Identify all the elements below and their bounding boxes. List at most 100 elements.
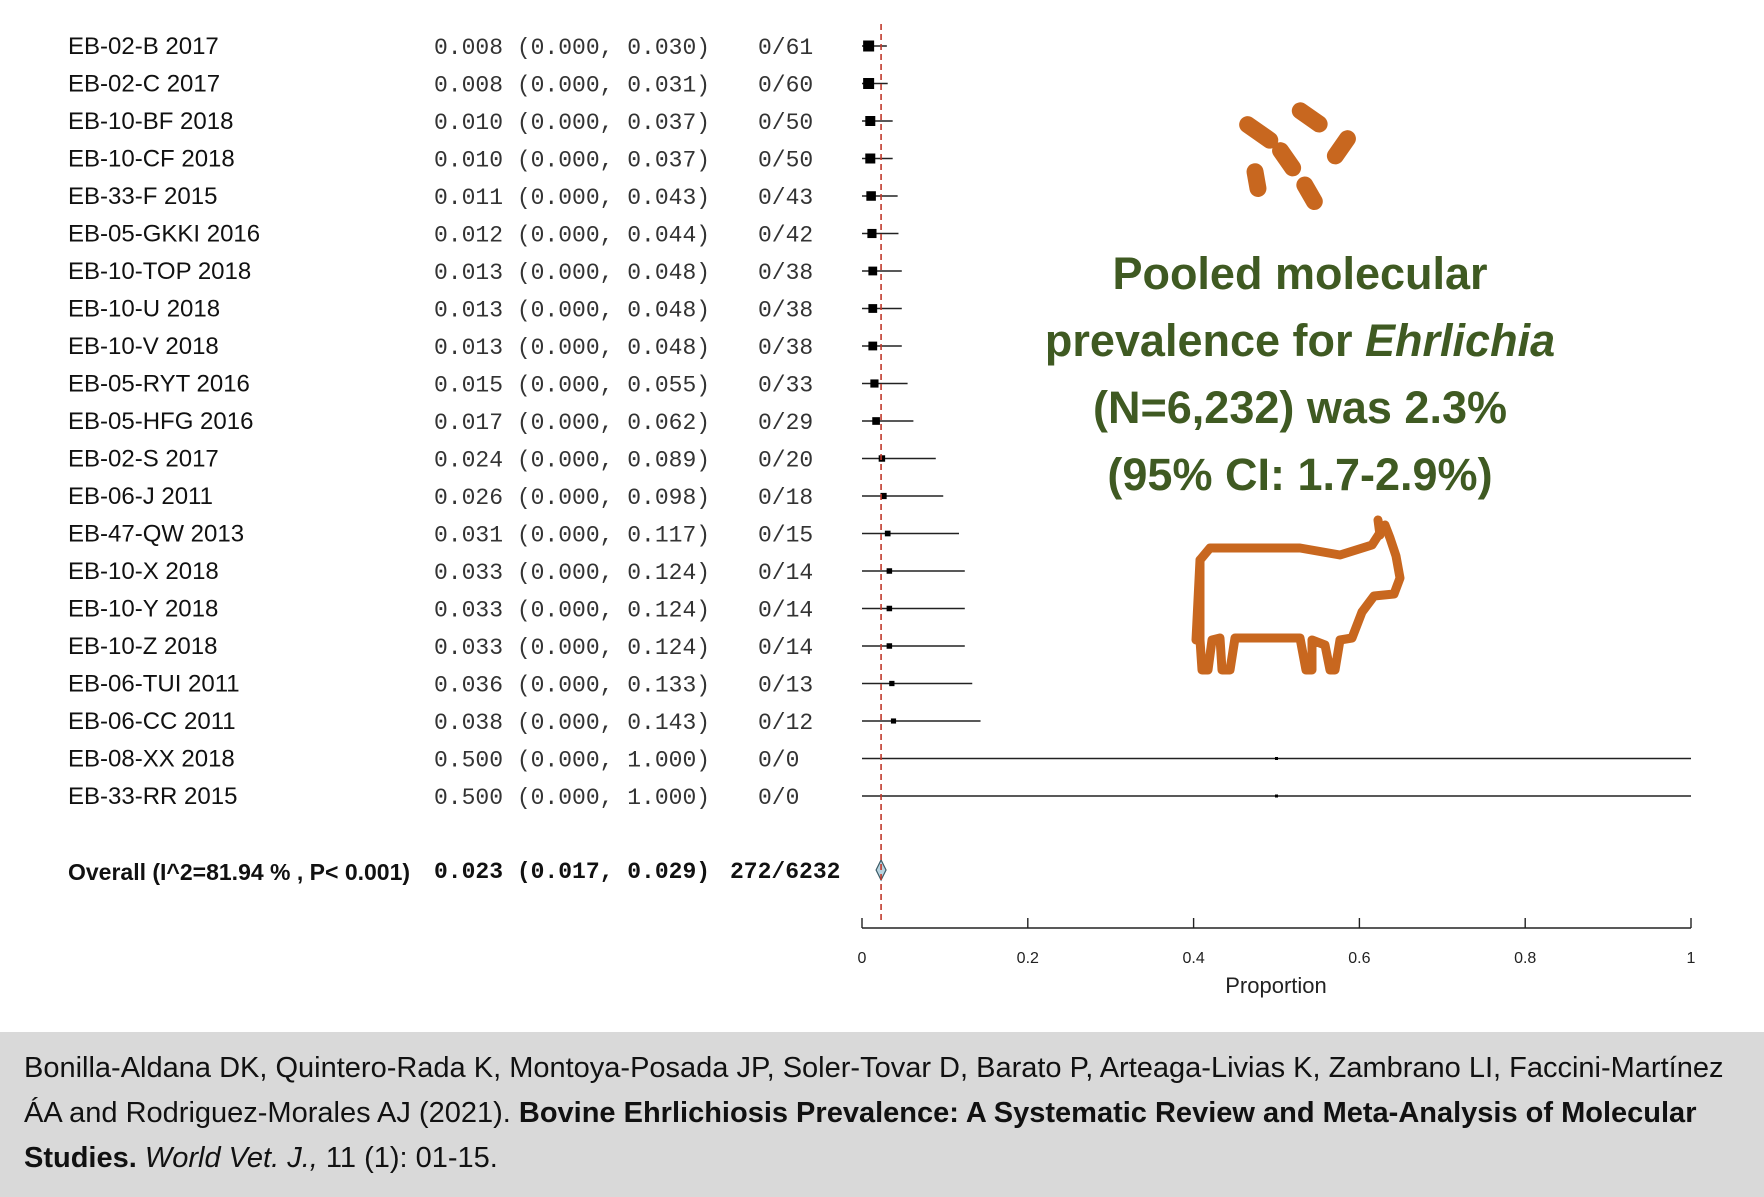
headline-line-4: (95% CI: 1.7-2.9%) bbox=[1107, 449, 1493, 500]
study-estimate: 0.008 (0.000, 0.030) bbox=[434, 35, 710, 61]
study-estimate: 0.026 (0.000, 0.098) bbox=[434, 485, 710, 511]
x-tick-label: 0.4 bbox=[1182, 950, 1204, 967]
headline-genus: Ehrlichia bbox=[1365, 315, 1556, 366]
point-marker bbox=[865, 153, 876, 164]
point-marker bbox=[868, 266, 878, 276]
study-estimate: 0.038 (0.000, 0.143) bbox=[434, 710, 710, 736]
study-label: EB-02-B 2017 bbox=[68, 33, 219, 60]
study-label: EB-10-BF 2018 bbox=[68, 108, 233, 135]
study-label: EB-08-XX 2018 bbox=[68, 746, 235, 773]
study-rows: EB-02-B 2017 0.008 (0.000, 0.030) 0/61 EB-0… bbox=[68, 33, 813, 811]
headline-line-3: (N=6,232) was 2.3% bbox=[1093, 382, 1507, 433]
forest-plot: EB-02-B 2017 0.008 (0.000, 0.030) 0/61 EB-0… bbox=[68, 24, 1696, 998]
overall-estimate: 0.023 (0.017, 0.029) bbox=[434, 859, 710, 885]
study-label: EB-05-GKKI 2016 bbox=[68, 221, 260, 248]
x-tick-label: 0.6 bbox=[1348, 950, 1370, 967]
x-tick-label: 0.2 bbox=[1017, 950, 1039, 967]
study-label: EB-47-QW 2013 bbox=[68, 521, 244, 548]
overall-label: Overall (I^2=81.94 % , P< 0.001) bbox=[68, 859, 410, 885]
study-label: EB-10-Z 2018 bbox=[68, 633, 217, 660]
study-events: 0/20 bbox=[758, 448, 813, 474]
headline-line-2-text: prevalence for bbox=[1044, 315, 1366, 366]
citation-title: Bovine Ehrlichiosis Prevalence: A System… bbox=[24, 1097, 1697, 1174]
point-marker bbox=[886, 643, 893, 649]
study-estimate: 0.033 (0.000, 0.124) bbox=[434, 598, 710, 624]
point-marker bbox=[1275, 757, 1278, 760]
study-events: 0/43 bbox=[758, 185, 813, 211]
chart-marks bbox=[862, 24, 1691, 924]
study-estimate: 0.011 (0.000, 0.043) bbox=[434, 185, 710, 211]
point-marker bbox=[865, 116, 876, 126]
study-estimate: 0.012 (0.000, 0.044) bbox=[434, 223, 710, 249]
point-marker bbox=[880, 492, 887, 500]
study-events: 0/14 bbox=[758, 598, 813, 624]
study-label: EB-05-RYT 2016 bbox=[68, 371, 250, 398]
study-estimate: 0.008 (0.000, 0.031) bbox=[434, 73, 710, 99]
study-events: 0/0 bbox=[758, 785, 799, 811]
point-marker bbox=[866, 191, 876, 201]
point-marker bbox=[863, 78, 875, 89]
point-marker bbox=[868, 341, 878, 351]
study-events: 0/18 bbox=[758, 485, 813, 511]
point-marker bbox=[884, 530, 891, 537]
study-events: 0/13 bbox=[758, 673, 813, 699]
study-label: EB-10-CF 2018 bbox=[68, 146, 235, 173]
study-label: EB-33-F 2015 bbox=[68, 183, 217, 210]
study-events: 0/60 bbox=[758, 73, 813, 99]
headline-line-2: prevalence for Ehrlichia bbox=[960, 307, 1640, 374]
study-label: EB-10-TOP 2018 bbox=[68, 258, 251, 285]
overall-row: Overall (I^2=81.94 % , P< 0.001) 0.023 (… bbox=[68, 859, 840, 885]
study-events: 0/38 bbox=[758, 298, 813, 324]
point-marker bbox=[878, 455, 886, 462]
study-estimate: 0.500 (0.000, 1.000) bbox=[434, 748, 710, 774]
point-marker bbox=[870, 379, 879, 388]
study-events: 0/0 bbox=[758, 748, 799, 774]
study-label: EB-05-HFG 2016 bbox=[68, 408, 253, 435]
x-axis: 0 0.2 0.4 0.6 0.8 1 bbox=[858, 918, 1696, 967]
study-events: 0/14 bbox=[758, 560, 813, 586]
point-marker bbox=[886, 605, 893, 612]
headline-line-1: Pooled molecular bbox=[1112, 248, 1488, 299]
study-events: 0/38 bbox=[758, 260, 813, 286]
study-estimate: 0.024 (0.000, 0.089) bbox=[434, 448, 710, 474]
study-estimate: 0.500 (0.000, 1.000) bbox=[434, 785, 710, 811]
study-estimate: 0.013 (0.000, 0.048) bbox=[434, 335, 710, 361]
citation-issue: 11 (1): 01-15. bbox=[317, 1142, 498, 1174]
study-estimate: 0.017 (0.000, 0.062) bbox=[434, 410, 710, 436]
study-events: 0/50 bbox=[758, 148, 813, 174]
x-tick-label: 1 bbox=[1687, 950, 1696, 967]
study-estimate: 0.010 (0.000, 0.037) bbox=[434, 148, 710, 174]
x-tick-label: 0 bbox=[858, 950, 867, 967]
study-estimate: 0.033 (0.000, 0.124) bbox=[434, 635, 710, 661]
study-estimate: 0.013 (0.000, 0.048) bbox=[434, 298, 710, 324]
point-marker bbox=[1275, 794, 1278, 798]
study-estimate: 0.036 (0.000, 0.133) bbox=[434, 673, 710, 699]
citation-journal: World Vet. J., bbox=[144, 1142, 318, 1174]
point-marker bbox=[890, 718, 897, 724]
point-marker bbox=[872, 417, 880, 425]
study-events: 0/29 bbox=[758, 410, 813, 436]
study-estimate: 0.013 (0.000, 0.048) bbox=[434, 260, 710, 286]
study-label: EB-33-RR 2015 bbox=[68, 783, 237, 810]
study-events: 0/33 bbox=[758, 373, 813, 399]
study-events: 0/12 bbox=[758, 710, 813, 736]
cow-icon bbox=[1191, 515, 1405, 675]
point-marker bbox=[867, 228, 877, 239]
study-estimate: 0.031 (0.000, 0.117) bbox=[434, 523, 710, 549]
study-label: EB-06-TUI 2011 bbox=[68, 671, 240, 698]
study-label: EB-06-J 2011 bbox=[68, 483, 213, 510]
study-label: EB-02-C 2017 bbox=[68, 71, 220, 98]
point-marker bbox=[889, 680, 895, 687]
study-events: 0/15 bbox=[758, 523, 813, 549]
bacteria-icon bbox=[1239, 102, 1356, 210]
citation: Bonilla-Aldana DK, Quintero-Rada K, Mont… bbox=[0, 1032, 1764, 1197]
overall-events: 272/6232 bbox=[730, 859, 840, 885]
study-estimate: 0.010 (0.000, 0.037) bbox=[434, 110, 710, 136]
study-events: 0/38 bbox=[758, 335, 813, 361]
study-events: 0/14 bbox=[758, 635, 813, 661]
pooled-prevalence-headline: Pooled molecular prevalence for Ehrlichi… bbox=[960, 240, 1640, 508]
point-marker bbox=[863, 40, 875, 52]
point-marker bbox=[886, 568, 893, 574]
study-events: 0/50 bbox=[758, 110, 813, 136]
study-estimate: 0.033 (0.000, 0.124) bbox=[434, 560, 710, 586]
